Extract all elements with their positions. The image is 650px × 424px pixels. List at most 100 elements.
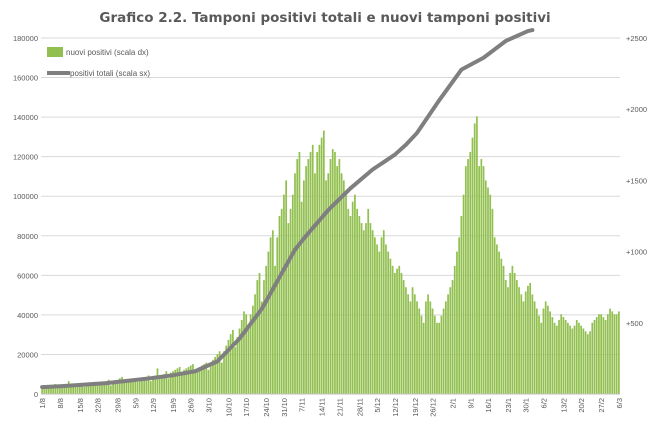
bar	[318, 144, 321, 394]
bar	[216, 354, 219, 394]
bar	[212, 359, 214, 394]
bar	[256, 280, 259, 394]
bar	[354, 194, 356, 394]
bar	[303, 180, 305, 394]
bar	[112, 382, 114, 394]
bar	[327, 173, 330, 394]
bar	[172, 371, 174, 394]
bar	[311, 144, 314, 394]
x-tick-label: 6/3	[615, 398, 624, 408]
bar	[229, 334, 232, 394]
bar	[249, 314, 252, 394]
bar	[351, 201, 354, 394]
bar	[389, 258, 392, 394]
bar	[85, 385, 88, 394]
bar	[478, 166, 480, 394]
bar	[540, 322, 543, 394]
bar	[482, 166, 485, 394]
bar	[578, 322, 580, 394]
bar	[251, 305, 254, 394]
bar	[564, 319, 567, 394]
bar	[551, 317, 554, 394]
bar	[600, 314, 603, 394]
bar	[43, 388, 46, 394]
bar	[553, 322, 556, 394]
right-axis: +500 +1000 +1500 +2000 +2500	[626, 34, 647, 328]
bar	[298, 151, 301, 394]
bar	[589, 331, 591, 394]
x-tick-label: 10/10	[224, 398, 233, 417]
bar	[562, 317, 565, 394]
bar	[70, 385, 72, 394]
bar	[538, 315, 540, 394]
bar	[342, 180, 345, 394]
y-right-tick-label: +1500	[626, 176, 647, 185]
bar	[504, 280, 507, 394]
bar	[376, 244, 378, 394]
bar	[118, 378, 121, 394]
bar	[420, 315, 423, 394]
legend-swatch-bars	[47, 47, 63, 57]
x-axis: 1/8 8/8 15/8 22/8 29/8 5/9 12/9 19/9 26/9 3/10 10/…	[38, 393, 624, 417]
bar	[200, 365, 203, 394]
x-tick-label: 12/9	[149, 398, 158, 413]
x-tick-label: 9/1	[466, 398, 475, 408]
bar	[347, 208, 350, 394]
bar	[192, 364, 194, 394]
bar	[338, 159, 341, 394]
bar	[544, 301, 547, 394]
bar	[96, 385, 99, 394]
bar	[451, 280, 454, 394]
bar	[429, 301, 432, 394]
x-tick-label: 27/2	[597, 398, 606, 413]
bar	[209, 362, 212, 394]
bar	[613, 314, 616, 394]
bar	[163, 374, 165, 394]
x-tick-label: 20/2	[577, 398, 586, 413]
x-tick-label: 19/9	[169, 398, 178, 413]
bar	[489, 194, 492, 394]
bar	[491, 208, 494, 394]
bar	[518, 287, 520, 394]
bar	[522, 301, 525, 394]
bar	[480, 159, 483, 394]
bar	[606, 314, 609, 394]
bar	[356, 208, 358, 394]
bar	[47, 385, 50, 394]
bar	[156, 368, 159, 394]
bar	[194, 371, 197, 394]
bar	[147, 375, 150, 394]
bar	[183, 369, 185, 394]
bar	[325, 180, 327, 394]
bar	[185, 368, 188, 394]
bar	[136, 381, 139, 394]
bar	[65, 384, 68, 394]
bar	[132, 379, 134, 394]
bar	[549, 311, 551, 394]
x-tick-label: 31/10	[280, 398, 289, 417]
bar	[127, 380, 130, 394]
x-tick-label: 23/1	[504, 398, 513, 413]
bar	[618, 311, 620, 394]
bar	[611, 311, 614, 394]
bar	[442, 308, 445, 394]
bar	[520, 294, 523, 394]
bar	[586, 334, 589, 394]
x-tick-label: 17/10	[242, 398, 251, 417]
bar	[278, 216, 281, 394]
bar	[524, 291, 527, 394]
legend-label-line: positivi totali (scala sx)	[70, 69, 150, 78]
bar	[449, 287, 452, 394]
y-left-tick-label: 160000	[13, 74, 38, 83]
bar	[280, 208, 283, 394]
x-tick-label: 26/9	[187, 398, 196, 413]
bar	[567, 322, 569, 394]
bar	[405, 287, 407, 394]
x-tick-label: 5/9	[131, 398, 140, 408]
bar	[271, 230, 274, 394]
bar	[615, 314, 618, 394]
bar	[265, 265, 268, 394]
x-tick-label: 2/1	[449, 398, 458, 408]
bar	[464, 166, 467, 394]
y-left-tick-label: 60000	[17, 271, 38, 280]
